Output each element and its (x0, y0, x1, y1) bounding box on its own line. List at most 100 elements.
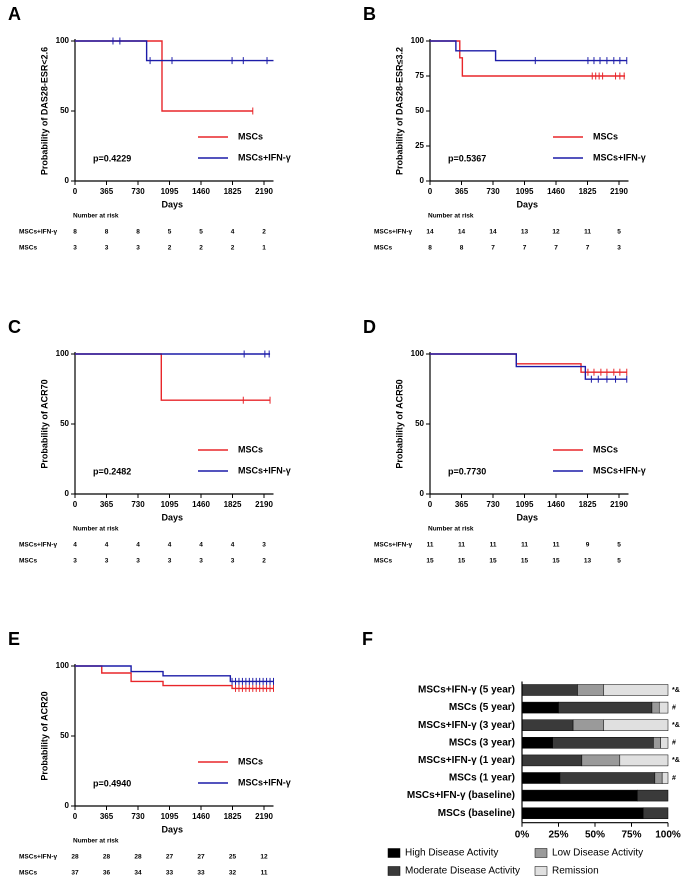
risk-count: 12 (260, 854, 268, 861)
risk-count: 36 (103, 870, 111, 877)
risk-count: 8 (136, 229, 140, 236)
significance-note: *& (672, 757, 680, 764)
x-tick-label: 1460 (192, 187, 210, 196)
risk-count: 3 (168, 558, 172, 565)
x-tick-label: 1460 (192, 500, 210, 509)
x-tick-label: 1095 (516, 187, 534, 196)
x-tick-label: 1460 (547, 500, 565, 509)
x-axis-label: Days (516, 512, 538, 522)
y-tick-label: 100 (56, 36, 70, 45)
risk-row-label: MSCs+IFN-γ (19, 854, 57, 861)
risk-count: 5 (199, 229, 203, 236)
risk-count: 4 (231, 542, 235, 549)
y-tick-label: 100 (411, 36, 425, 45)
legend-label: Remission (552, 866, 599, 877)
bar-segment (577, 684, 605, 696)
x-tick-label: 730 (486, 500, 500, 509)
x-tick-label: 730 (486, 187, 500, 196)
y-tick-label: 50 (415, 419, 424, 428)
x-tick-label: 1460 (192, 812, 210, 821)
x-tick-label: 365 (455, 500, 469, 509)
risk-count: 34 (134, 870, 142, 877)
x-tick-label: 0 (428, 187, 433, 196)
legend-label: MSCs (593, 444, 618, 454)
risk-count: 7 (554, 245, 558, 252)
risk-table-title: Number at risk (428, 213, 474, 220)
category-label: MSCs+IFN-γ (1 year) (418, 755, 515, 766)
y-tick-label: 75 (415, 71, 424, 80)
risk-count: 5 (168, 229, 172, 236)
survival-curve (430, 353, 627, 373)
survival-curve (75, 665, 274, 683)
bar-segment (658, 701, 669, 714)
panel-label: E (8, 629, 20, 649)
risk-count: 11 (584, 229, 591, 236)
p-value: p=0.7730 (448, 466, 486, 476)
y-tick-label: 0 (420, 176, 425, 185)
x-axis-label: Days (516, 199, 538, 209)
risk-count: 28 (103, 854, 111, 861)
y-tick-label: 50 (60, 419, 69, 428)
x-tick-label: 0 (73, 187, 78, 196)
category-label: MSCs (3 year) (449, 737, 515, 748)
risk-count: 15 (426, 558, 434, 565)
p-value: p=0.5367 (448, 153, 486, 163)
risk-count: 8 (73, 229, 77, 236)
x-tick-label: 0 (73, 812, 78, 821)
risk-count: 7 (586, 245, 590, 252)
risk-count: 8 (428, 245, 432, 252)
x-tick-label: 1095 (161, 812, 179, 821)
y-tick-label: 0 (65, 489, 70, 498)
bar-segment (581, 754, 621, 767)
legend-label: MSCs+IFN-γ (238, 465, 291, 475)
y-tick-label: 100 (56, 349, 70, 358)
legend-label: MSCs (238, 756, 263, 766)
y-tick-label: 0 (65, 176, 70, 185)
risk-count: 13 (584, 558, 592, 565)
x-tick-label: 0% (515, 829, 530, 840)
risk-count: 5 (617, 558, 621, 565)
risk-count: 28 (71, 854, 79, 861)
y-axis-label: Probability of ACR70 (39, 379, 49, 468)
x-tick-label: 0 (73, 500, 78, 509)
risk-row-label: MSCs+IFN-γ (374, 542, 412, 549)
category-label: MSCs+IFN-γ (baseline) (407, 790, 515, 801)
y-tick-label: 100 (411, 349, 425, 358)
risk-count: 3 (105, 245, 109, 252)
x-tick-label: 1095 (161, 187, 179, 196)
legend-label: Low Disease Activity (552, 848, 643, 859)
bar-segment (521, 684, 578, 696)
legend-label: MSCs+IFN-γ (593, 465, 646, 475)
risk-count: 37 (71, 870, 79, 877)
x-tick-label: 1825 (579, 187, 597, 196)
y-tick-label: 25 (415, 141, 424, 150)
risk-row-label: MSCs (19, 870, 37, 877)
risk-count: 3 (262, 542, 266, 549)
y-axis-label: Probability of ACR20 (39, 691, 49, 780)
bar-segment (558, 701, 653, 714)
x-tick-label: 1825 (224, 500, 242, 509)
y-tick-label: 100 (56, 661, 70, 670)
risk-count: 28 (134, 854, 142, 861)
x-tick-label: 2190 (255, 187, 273, 196)
legend-label: High Disease Activity (405, 848, 498, 859)
risk-count: 15 (458, 558, 466, 565)
category-label: MSCs+IFN-γ (5 year) (418, 685, 515, 696)
risk-count: 32 (229, 870, 237, 877)
x-axis-label: Days (161, 824, 183, 834)
risk-count: 4 (199, 542, 203, 549)
risk-count: 3 (231, 558, 235, 565)
risk-count: 11 (553, 542, 560, 549)
x-tick-label: 365 (100, 500, 114, 509)
significance-note: # (672, 740, 676, 747)
risk-count: 9 (586, 542, 590, 549)
risk-count: 3 (105, 558, 109, 565)
risk-count: 7 (491, 245, 495, 252)
risk-table-title: Number at risk (428, 526, 474, 533)
category-label: MSCs+IFN-γ (3 year) (418, 720, 515, 731)
bar-segment (521, 701, 559, 714)
legend-swatch (534, 848, 548, 858)
x-tick-label: 365 (455, 187, 469, 196)
x-tick-label: 1095 (161, 500, 179, 509)
risk-count: 3 (136, 558, 140, 565)
